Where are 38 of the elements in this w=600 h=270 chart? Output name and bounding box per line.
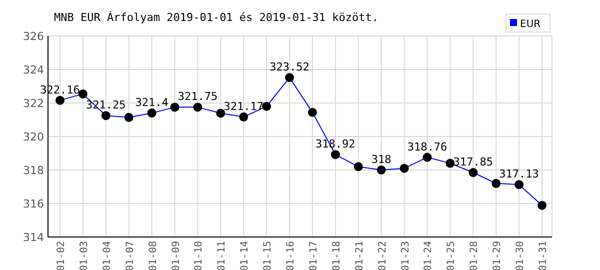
x-tick-label: 01-28	[469, 241, 480, 270]
y-tick-label: 326	[23, 30, 44, 43]
y-tick-label: 320	[23, 130, 44, 144]
x-tick-label: 01-16	[286, 241, 297, 270]
x-tick-label: 01-15	[262, 241, 274, 270]
data-label: 321.75	[178, 90, 218, 104]
y-tick-label: 314	[23, 231, 44, 244]
legend-label: EUR	[520, 19, 541, 30]
data-label: 317.85	[453, 156, 494, 169]
x-tick-label: 01-29	[492, 241, 504, 270]
x-tick-label: 01-09	[170, 241, 182, 270]
x-tick-label: 01-23	[400, 241, 412, 270]
x-tick-label: 01-21	[354, 241, 366, 270]
y-tick-label: 322	[23, 97, 44, 110]
x-tick-label: 01-30	[515, 241, 526, 270]
x-tick-label: 01-04	[102, 241, 113, 270]
chart-title: MNB EUR Árfolyam 2019-01-01 és 2019-01-31 között.	[54, 10, 379, 24]
data-label: 323.52	[270, 60, 310, 74]
data-label: 321.4	[135, 96, 169, 110]
y-tick-label: 324	[23, 64, 44, 76]
x-tick-label: 01-24	[423, 241, 434, 270]
x-tick-label: 01-14	[240, 241, 251, 270]
data-label: 318.76	[407, 140, 448, 154]
x-tick-label: 01-11	[216, 241, 228, 270]
x-tick-label: 01-07	[124, 241, 136, 270]
y-tick-label: 318	[23, 164, 44, 177]
x-tick-label: 01-25	[446, 241, 458, 270]
x-tick-label: 01-18	[331, 241, 342, 270]
data-label: 317.13	[499, 168, 539, 181]
x-tick-label: 01-08	[148, 241, 159, 270]
data-label: 318	[371, 153, 392, 166]
x-tick-label: 01-17	[308, 241, 320, 270]
y-tick-label: 316	[23, 198, 44, 210]
x-tick-label: 01-02	[56, 241, 67, 270]
x-tick-label: 01-10	[194, 241, 205, 270]
x-tick-label: 01-31	[538, 241, 549, 270]
x-tick-label: 01-03	[78, 241, 90, 270]
x-tick-label: 01-22	[377, 241, 388, 270]
